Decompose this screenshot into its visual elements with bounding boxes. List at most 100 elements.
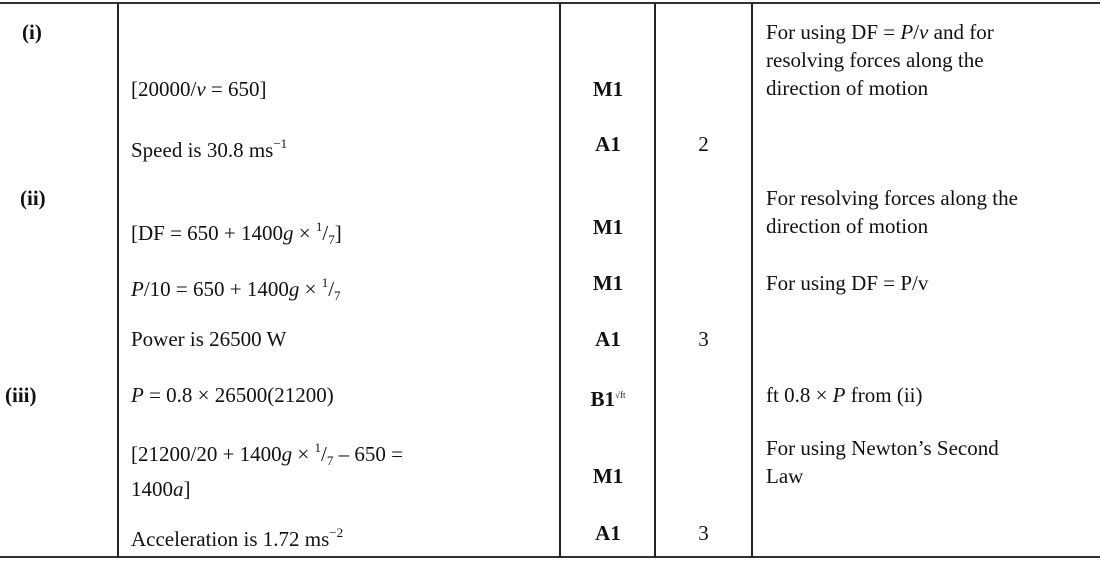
- mark-cell: A1: [560, 519, 656, 547]
- total-marks: 3: [698, 327, 709, 351]
- working-cell: Power is 26500 W: [131, 325, 286, 353]
- text-line: For using DF = P/v and for: [766, 18, 994, 46]
- text-segment: Acceleration is 1.72 ms: [131, 527, 330, 551]
- part-label: (iii): [5, 383, 37, 407]
- text-segment: Law: [766, 464, 804, 488]
- text-line: For using DF = P/v: [766, 269, 928, 297]
- text-segment: resolving forces along the: [766, 48, 984, 72]
- text-segment: /: [322, 221, 329, 245]
- text-segment: ×: [292, 442, 315, 466]
- text-segment: and for: [928, 20, 994, 44]
- text-segment: 1: [315, 219, 323, 234]
- text-line: resolving forces along the: [766, 46, 994, 74]
- mark-cell: M1: [560, 269, 656, 297]
- text-segment: [DF = 650 + 1400: [131, 221, 284, 245]
- total-marks: 3: [698, 521, 709, 545]
- text-segment: For resolving forces along the: [766, 186, 1018, 210]
- text-line: ft 0.8 × P from (ii): [766, 381, 922, 409]
- text-segment: g: [283, 221, 294, 245]
- text-segment: /: [321, 442, 327, 466]
- text-segment: ]: [334, 221, 342, 245]
- text-segment: 7: [326, 453, 334, 468]
- text-segment: = 0.8 × 26500(21200): [143, 383, 334, 407]
- mark-code: M1: [592, 77, 624, 101]
- text-segment: 7: [328, 232, 335, 247]
- mark-code: M1: [592, 215, 624, 239]
- text-segment: P: [131, 383, 144, 407]
- text-segment: 1400: [131, 477, 173, 501]
- column-divider: [751, 3, 753, 558]
- text-line: P = 0.8 × 26500(21200): [131, 381, 334, 409]
- text-segment: direction of motion: [766, 214, 929, 238]
- text-line: Acceleration is 1.72 ms−2: [131, 519, 343, 553]
- text-segment: −1: [273, 136, 288, 151]
- text-segment: For using DF =: [766, 20, 901, 44]
- text-segment: For using DF = P/v: [766, 271, 929, 295]
- text-segment: g: [288, 277, 300, 301]
- text-segment: Power is 26500 W: [131, 327, 287, 351]
- text-segment: /: [328, 277, 335, 301]
- text-segment: /10 = 650 + 1400: [143, 277, 289, 301]
- text-line: [20000/v = 650]: [131, 75, 267, 103]
- text-segment: a: [173, 477, 184, 501]
- working-cell: [20000/v = 650]: [131, 75, 267, 103]
- text-segment: ft 0.8 ×: [766, 383, 833, 407]
- text-segment: 1: [314, 440, 322, 455]
- text-segment: from (ii): [845, 383, 923, 407]
- total-marks: 2: [698, 132, 709, 156]
- column-divider: [654, 3, 656, 558]
- part-label: (ii): [20, 186, 46, 210]
- comment-cell: For using DF = P/v: [766, 269, 928, 297]
- text-segment: – 650 =: [333, 442, 403, 466]
- comment-cell: ft 0.8 × P from (ii): [766, 381, 922, 409]
- mark-code: M1: [592, 271, 624, 295]
- comment-cell: For using DF = P/v and for resolving forc…: [766, 18, 994, 102]
- working-cell: Acceleration is 1.72 ms−2: [131, 519, 343, 553]
- mark-cell: A1: [560, 325, 656, 353]
- mark-code: A1: [595, 521, 621, 545]
- mark-code: B1: [590, 387, 616, 411]
- part-label: (i): [22, 20, 42, 44]
- mark-code: M1: [592, 464, 624, 488]
- text-segment: [20000/: [131, 77, 197, 101]
- text-line: direction of motion: [766, 74, 994, 102]
- text-line: For resolving forces along the: [766, 184, 1018, 212]
- text-line: [DF = 650 + 1400g × 1/7]: [131, 213, 342, 254]
- mark-cell: B1√ft: [560, 381, 656, 413]
- text-segment: = 650]: [205, 77, 267, 101]
- follow-through-tick-icon: √ft: [615, 390, 626, 400]
- text-segment: For using Newton’s Second: [766, 436, 999, 460]
- text-segment: P: [131, 277, 144, 301]
- text-line: P/10 = 650 + 1400g × 1/7: [131, 269, 341, 310]
- working-cell: [DF = 650 + 1400g × 1/7]: [131, 213, 342, 254]
- table-top-border: [0, 2, 1100, 4]
- text-segment: P: [900, 20, 914, 44]
- text-line: [21200/20 + 1400g × 1/7 – 650 =: [131, 434, 403, 475]
- text-line: 1400a]: [131, 475, 403, 503]
- mark-cell: M1: [560, 462, 656, 490]
- mark-cell: A1: [560, 130, 656, 158]
- text-segment: [21200/20 + 1400: [131, 442, 282, 466]
- text-segment: ×: [293, 221, 316, 245]
- text-line: Law: [766, 462, 999, 490]
- mark-code: A1: [595, 327, 621, 351]
- text-segment: 7: [334, 288, 341, 303]
- text-segment: ]: [183, 477, 191, 501]
- comment-cell: For using Newton’s Second Law: [766, 434, 999, 490]
- column-divider: [559, 3, 561, 558]
- text-segment: P: [832, 383, 846, 407]
- text-line: direction of motion: [766, 212, 1018, 240]
- working-cell: [21200/20 + 1400g × 1/7 – 650 = 1400a]: [131, 434, 403, 503]
- text-segment: direction of motion: [766, 76, 929, 100]
- text-segment: /: [913, 20, 920, 44]
- text-segment: ×: [299, 277, 322, 301]
- mark-cell: M1: [560, 213, 656, 241]
- text-segment: Speed is 30.8 ms: [131, 138, 274, 162]
- text-segment: v: [919, 20, 929, 44]
- text-segment: v: [196, 77, 206, 101]
- working-cell: P/10 = 650 + 1400g × 1/7: [131, 269, 341, 310]
- text-line: Speed is 30.8 ms−1: [131, 130, 287, 164]
- comment-cell: For resolving forces along the direction …: [766, 184, 1018, 240]
- working-cell: Speed is 30.8 ms−1: [131, 130, 287, 164]
- table-bottom-border: [0, 556, 1100, 558]
